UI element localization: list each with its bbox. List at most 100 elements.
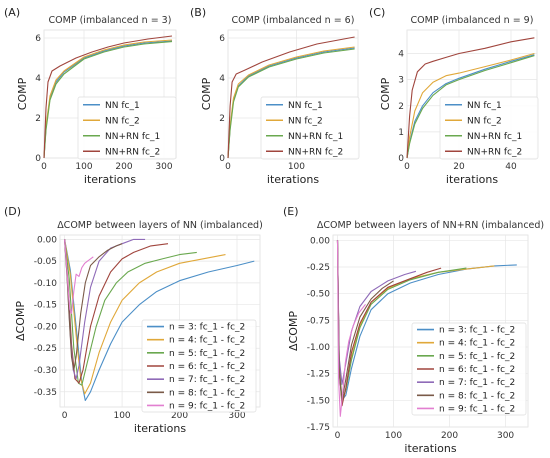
series-line-3 <box>227 48 355 159</box>
legend-entry: n = 8: fc_1 - fc_2 <box>169 388 245 398</box>
series-line-4 <box>406 37 535 159</box>
legend-entry: n = 6: fc_1 - fc_2 <box>439 365 515 375</box>
y-tick-label: 2 <box>398 102 404 112</box>
panel-e: 0 100 200 300 0.00 -0.25 -0.50 -0.75 -1.00 -1.25 -… <box>283 205 544 455</box>
legend-box <box>77 96 177 160</box>
legend-entry: NN fc_2 <box>288 116 323 126</box>
x-tick-label: 100 <box>288 162 305 172</box>
x-tick-label: 0 <box>335 431 341 441</box>
series-line-6 <box>336 240 394 401</box>
legend: NN fc_1 NN fc_2 NN+RN fc_1 NN+RN fc_2 <box>77 96 177 160</box>
y-tick-label: -0.30 <box>34 366 58 376</box>
y-axis-label: COMP <box>16 77 29 110</box>
chart-title: ΔCOMP between layers of NN (imbalanced) <box>57 220 263 231</box>
y-tick-label: 0 <box>35 154 41 164</box>
legend-entry: n = 9: fc_1 - fc_2 <box>439 404 515 414</box>
series-line-7 <box>64 239 94 314</box>
x-tick-label: 200 <box>115 162 132 172</box>
y-axis-label: ΔCOMP <box>287 311 300 351</box>
legend: NN fc_1 NN fc_2 NN+RN fc_1 NN+RN fc_2 <box>260 96 360 160</box>
legend-entry: n = 7: fc_1 - fc_2 <box>439 378 515 388</box>
y-tick-label: 4 <box>219 74 225 84</box>
y-tick-label: 6 <box>219 34 225 44</box>
legend-entry: NN+RN fc_1 <box>288 132 343 142</box>
legend-entry: n = 4: fc_1 - fc_2 <box>169 336 245 346</box>
legend-entry: NN fc_2 <box>105 116 140 126</box>
series-line-3 <box>64 239 197 386</box>
x-tick-label: 20 <box>453 162 465 172</box>
y-tick-label: 4 <box>35 74 41 84</box>
legend-entry: NN fc_1 <box>105 101 140 111</box>
x-axis-label: iterations <box>267 173 319 186</box>
legend-entry: NN+RN fc_2 <box>467 147 522 157</box>
series-line-2 <box>406 52 535 159</box>
x-tick-label: 300 <box>155 162 172 172</box>
panel-label: (E) <box>283 205 299 218</box>
y-tick-label: -1.75 <box>307 423 330 433</box>
chart-title: COMP (imbalanced n = 6) <box>232 15 355 26</box>
series-line-1 <box>64 239 255 402</box>
y-tick-label: 0 <box>398 154 404 164</box>
panel-d: 0 100 200 300 0.00 -0.05 -0.10 -0.15 -0.20 -0.25 -… <box>4 205 263 435</box>
legend-entry: NN fc_1 <box>467 101 502 111</box>
legend: n = 3: fc_1 - fc_2n = 4: fc_1 - fc_2n = … <box>411 322 527 416</box>
y-tick-label: -0.35 <box>34 388 57 398</box>
panel-label: (D) <box>4 205 21 218</box>
x-tick-label: 200 <box>441 431 458 441</box>
y-tick-label: -0.25 <box>34 344 57 354</box>
legend-box <box>260 96 360 160</box>
y-tick-label: 6 <box>35 34 41 44</box>
legend-entry: NN+RN fc_2 <box>288 147 343 157</box>
x-tick-label: 0 <box>41 162 47 172</box>
x-tick-label: 100 <box>75 162 92 172</box>
legend: n = 3: fc_1 - fc_2n = 4: fc_1 - fc_2n = … <box>141 319 257 413</box>
y-tick-label: 3 <box>398 76 404 86</box>
x-tick-label: 300 <box>228 411 245 421</box>
series-line-2 <box>64 239 226 395</box>
x-tick-label: 0 <box>62 411 68 421</box>
legend-entry: n = 8: fc_1 - fc_2 <box>439 391 515 401</box>
panel-label: (A) <box>4 6 20 19</box>
legend-entry: n = 6: fc_1 - fc_2 <box>169 362 245 372</box>
x-tick-label: 200 <box>171 411 188 421</box>
chart-title: ΔCOMP between layers of NN+RN (imbalance… <box>317 220 544 231</box>
y-tick-label: 0 <box>219 154 225 164</box>
legend-entry: NN fc_1 <box>288 101 323 111</box>
x-tick-label: 40 <box>505 162 517 172</box>
chart-title: COMP (imbalanced n = 9) <box>411 15 534 26</box>
y-tick-label: -0.20 <box>34 322 58 332</box>
chart-title: COMP (imbalanced n = 3) <box>49 15 172 26</box>
legend-box <box>439 96 539 160</box>
series-line-4 <box>227 36 355 159</box>
y-tick-label: -1.25 <box>307 370 330 380</box>
legend-entry: NN+RN fc_2 <box>105 147 160 157</box>
legend-entry: NN+RN fc_1 <box>467 132 522 142</box>
y-axis-label: COMP <box>379 77 392 110</box>
y-tick-label: 4 <box>398 50 404 60</box>
y-tick-label: -1.00 <box>307 343 331 353</box>
y-tick-label: 0.00 <box>310 236 330 246</box>
series-line-3 <box>406 55 535 159</box>
legend-box <box>411 322 527 416</box>
legend-entry: n = 3: fc_1 - fc_2 <box>439 326 515 336</box>
y-tick-label: -0.25 <box>307 263 330 273</box>
y-tick-label: -0.50 <box>307 290 331 300</box>
x-axis-label: iterations <box>404 442 456 455</box>
y-tick-label: 1 <box>398 128 404 138</box>
series-line-6 <box>64 239 123 371</box>
y-tick-label: -0.10 <box>34 279 58 289</box>
legend-entry: n = 3: fc_1 - fc_2 <box>169 323 245 333</box>
panel-label: (C) <box>369 6 385 19</box>
x-tick-label: 100 <box>113 411 130 421</box>
x-axis-label: iterations <box>446 173 498 186</box>
y-tick-label: -0.15 <box>34 301 57 311</box>
y-tick-label: -0.05 <box>34 257 57 267</box>
x-tick-label: 300 <box>497 431 514 441</box>
y-tick-label: 2 <box>35 114 41 124</box>
x-axis-label: iterations <box>84 173 136 186</box>
legend-entry: n = 5: fc_1 - fc_2 <box>169 349 245 359</box>
legend-entry: n = 4: fc_1 - fc_2 <box>439 339 515 349</box>
y-tick-label: 2 <box>219 114 225 124</box>
panel-a: 0 100 200 300 0 2 4 6 (A) COMP (imbalanced n = 3)… <box>4 6 177 186</box>
